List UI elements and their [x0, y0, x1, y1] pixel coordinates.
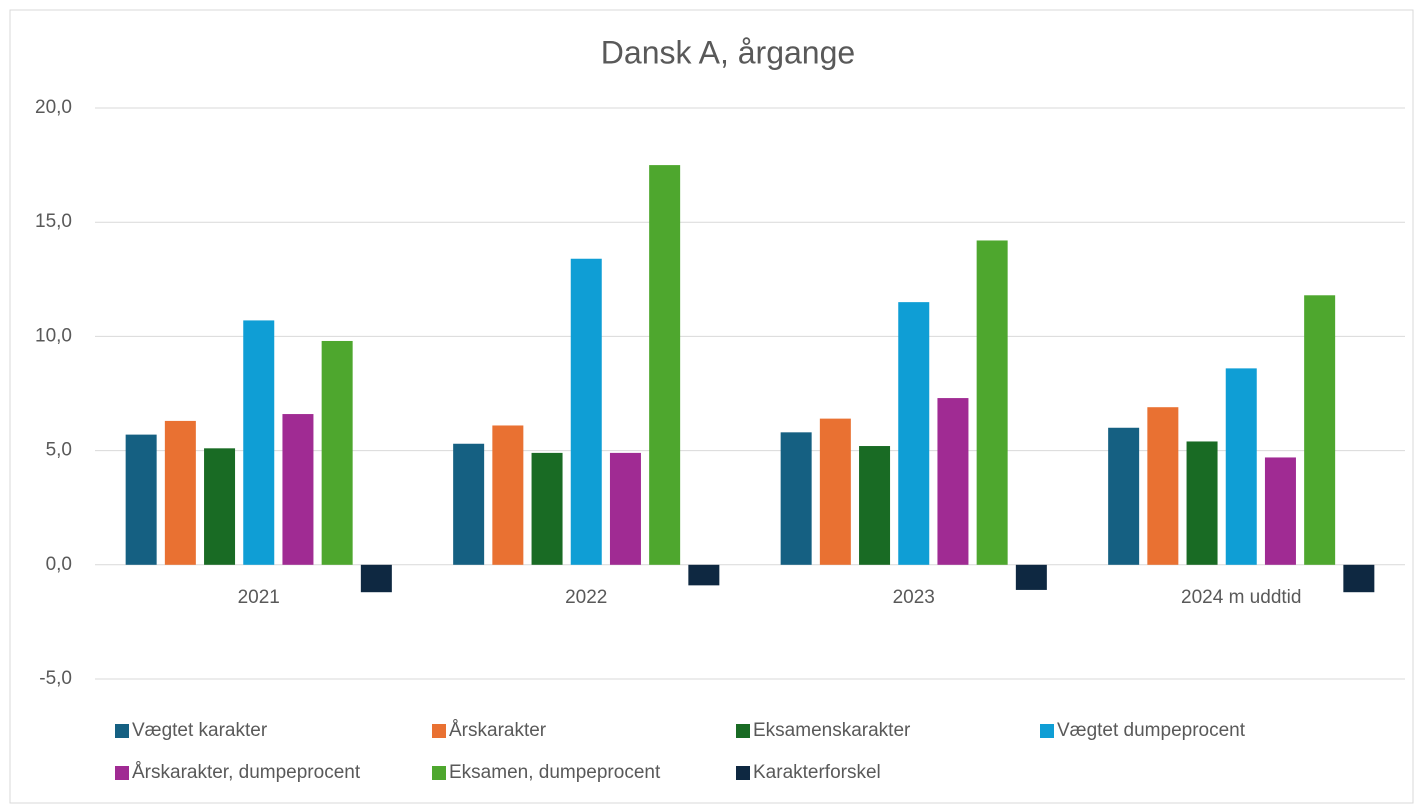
y-tick-label: 0,0 — [46, 554, 72, 575]
legend-swatch — [432, 766, 446, 780]
bar — [1186, 441, 1218, 565]
bar — [1264, 457, 1296, 565]
bar — [898, 302, 930, 565]
bar — [570, 258, 602, 565]
bar — [321, 340, 353, 565]
bar — [819, 418, 851, 565]
bar — [649, 165, 681, 565]
y-tick-label: 15,0 — [35, 211, 72, 232]
legend-label: Vægtet karakter — [132, 720, 268, 741]
bar — [531, 452, 563, 565]
bar — [360, 564, 392, 593]
x-tick-label: 2023 — [893, 587, 935, 608]
y-tick-label: -5,0 — [39, 668, 72, 689]
legend-label: Eksamen, dumpeprocent — [449, 762, 661, 783]
y-tick-label: 20,0 — [35, 97, 72, 118]
x-tick-label: 2024 m uddtid — [1181, 587, 1301, 608]
bar — [1343, 564, 1375, 593]
legend-label: Årskarakter, dumpeprocent — [132, 762, 361, 783]
bar — [453, 443, 485, 565]
bar — [937, 398, 969, 565]
bar — [609, 452, 641, 565]
chart-border — [9, 9, 1414, 804]
legend-swatch — [432, 724, 446, 738]
bar — [243, 320, 275, 565]
bar — [1015, 564, 1047, 590]
bar — [688, 564, 720, 586]
bar — [282, 414, 314, 565]
legend-label: Karakterforskel — [753, 762, 881, 783]
legend-swatch — [736, 766, 750, 780]
legend-label: Vægtet dumpeprocent — [1057, 720, 1246, 741]
bar — [780, 432, 812, 565]
chart-title: Dansk A, årgange — [601, 34, 855, 70]
x-tick-label: 2021 — [238, 587, 280, 608]
bar — [1147, 407, 1179, 565]
legend-swatch — [1040, 724, 1054, 738]
x-tick-label: 2022 — [565, 587, 607, 608]
legend-swatch — [115, 724, 129, 738]
bar — [1304, 295, 1336, 565]
legend-label: Årskarakter — [449, 720, 547, 741]
bar — [204, 448, 236, 565]
y-tick-label: 5,0 — [46, 440, 72, 461]
bar — [492, 425, 524, 565]
bar — [859, 446, 891, 565]
legend-label: Eksamenskarakter — [753, 720, 911, 741]
legend-swatch — [736, 724, 750, 738]
bar — [125, 434, 157, 565]
bar — [976, 240, 1008, 565]
legend-swatch — [115, 766, 129, 780]
bar — [164, 420, 196, 565]
bar — [1108, 427, 1140, 565]
bar — [1225, 368, 1257, 565]
y-tick-label: 10,0 — [35, 325, 72, 346]
